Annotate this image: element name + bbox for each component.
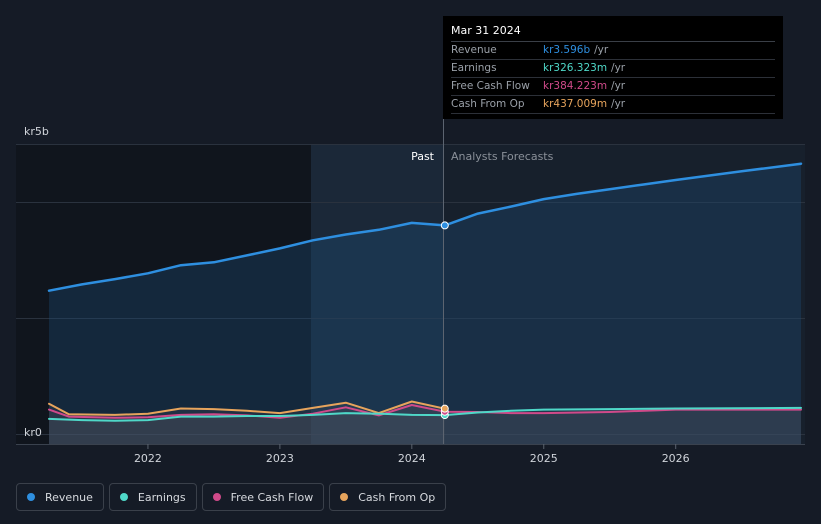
tooltip: Mar 31 2024 Revenue kr3.596b /yr Earning… xyxy=(443,16,783,119)
legend-label: Cash From Op xyxy=(358,490,436,504)
legend-label: Free Cash Flow xyxy=(230,490,314,504)
tooltip-unit: /yr xyxy=(611,98,626,110)
tooltip-value: kr326.323m xyxy=(543,62,608,74)
legend-dot-icon xyxy=(212,493,221,501)
tooltip-unit: /yr xyxy=(611,80,626,92)
legend-item-cash-from-op[interactable]: Cash From Op xyxy=(329,483,447,511)
y-axis-bottom-label: kr0 xyxy=(24,426,42,439)
tooltip-row-cash-from-op: Cash From Op kr437.009m /yr xyxy=(451,96,775,114)
legend-dot-icon xyxy=(340,493,349,501)
legend-item-free-cash-flow[interactable]: Free Cash Flow xyxy=(201,483,325,511)
tooltip-value: kr3.596b xyxy=(543,44,591,56)
legend: Revenue Earnings Free Cash Flow Cash Fro… xyxy=(16,483,447,511)
tooltip-unit: /yr xyxy=(611,62,626,74)
x-tick-label: 2022 xyxy=(134,452,162,465)
past-label: Past xyxy=(411,150,435,163)
x-tick-label: 2025 xyxy=(530,452,558,465)
free-cash-flow-area xyxy=(49,405,801,444)
legend-dot-icon xyxy=(119,493,128,501)
tooltip-row-earnings: Earnings kr326.323m /yr xyxy=(451,60,775,78)
cash-from-op-marker xyxy=(440,404,449,413)
tooltip-label: Revenue xyxy=(451,44,497,56)
earnings-line xyxy=(48,406,802,422)
tooltip-date: Mar 31 2024 xyxy=(451,24,775,42)
tooltip-row-free-cash-flow: Free Cash Flow kr384.223m /yr xyxy=(451,78,775,96)
tooltip-label: Cash From Op xyxy=(451,98,525,110)
y-axis-top-label: kr5b xyxy=(24,125,49,138)
legend-item-revenue[interactable]: Revenue xyxy=(16,483,104,511)
legend-item-earnings[interactable]: Earnings xyxy=(108,483,197,511)
tooltip-value: kr384.223m xyxy=(543,80,608,92)
legend-dot-icon xyxy=(27,493,35,501)
free-cash-flow-line xyxy=(48,404,802,419)
forecast-label: Analysts Forecasts xyxy=(451,150,554,163)
x-tick-label: 2026 xyxy=(662,452,690,465)
legend-label: Revenue xyxy=(45,490,93,504)
tooltip-label: Free Cash Flow xyxy=(451,80,530,92)
tooltip-value: kr437.009m xyxy=(543,98,608,110)
revenue-line xyxy=(47,162,803,292)
revenue-marker xyxy=(440,221,449,230)
x-tick-label: 2024 xyxy=(398,452,426,465)
tooltip-label: Earnings xyxy=(451,62,497,74)
tooltip-unit: /yr xyxy=(594,44,609,56)
past-background xyxy=(16,144,311,444)
revenue-area xyxy=(49,163,801,444)
forecast-background xyxy=(444,144,805,444)
past-highlight-band xyxy=(311,144,444,444)
tooltip-row-revenue: Revenue kr3.596b /yr xyxy=(451,42,775,60)
legend-label: Earnings xyxy=(137,490,186,504)
x-tick-label: 2023 xyxy=(266,452,294,465)
